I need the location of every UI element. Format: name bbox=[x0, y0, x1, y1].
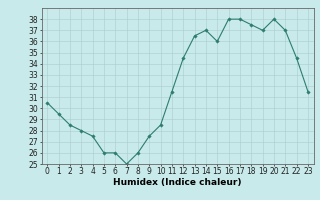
X-axis label: Humidex (Indice chaleur): Humidex (Indice chaleur) bbox=[113, 178, 242, 187]
